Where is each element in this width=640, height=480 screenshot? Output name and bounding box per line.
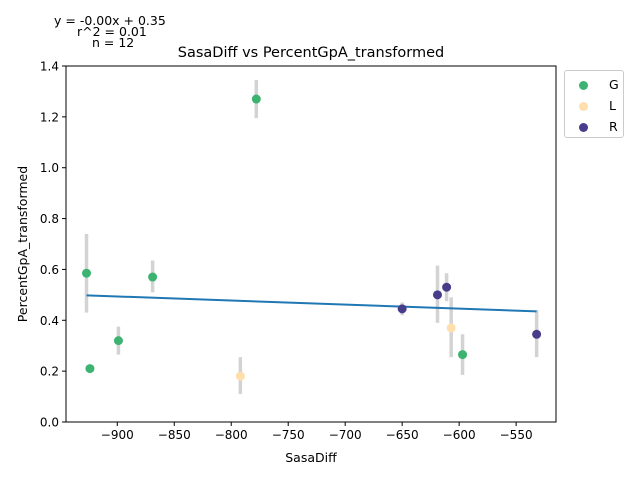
y-tick-label: 0.6 bbox=[40, 263, 59, 277]
x-tick-label: −550 bbox=[500, 428, 533, 442]
x-tick-label: −850 bbox=[158, 428, 191, 442]
data-point-g bbox=[82, 268, 92, 278]
data-point-l bbox=[235, 371, 245, 381]
regression-equation: y = -0.00x + 0.35 bbox=[54, 13, 166, 28]
legend-item-r: R bbox=[565, 117, 623, 137]
data-point-g bbox=[148, 272, 158, 282]
x-tick-label: −700 bbox=[329, 428, 362, 442]
legend-item-g: G bbox=[565, 75, 623, 95]
legend: G L R bbox=[564, 70, 624, 138]
y-tick-label: 0.8 bbox=[40, 212, 59, 226]
y-tick-label: 1.4 bbox=[40, 60, 59, 74]
legend-label-r: R bbox=[609, 119, 618, 134]
y-tick-label: 1.2 bbox=[40, 110, 59, 124]
x-tick-label: −800 bbox=[215, 428, 248, 442]
y-tick-label: 0.0 bbox=[40, 416, 59, 430]
y-tick-label: 0.2 bbox=[40, 365, 59, 379]
x-axis-label: SasaDiff bbox=[285, 450, 337, 465]
y-axis-ticks: 0.0 0.2 0.4 0.6 0.8 1.0 1.2 1.4 bbox=[40, 60, 66, 430]
legend-marker-g bbox=[579, 81, 588, 90]
data-point-r bbox=[532, 329, 542, 339]
chart-title: SasaDiff vs PercentGpA_transformed bbox=[178, 45, 444, 61]
y-tick-label: 0.4 bbox=[40, 314, 59, 328]
data-point-l bbox=[446, 323, 456, 333]
data-point-g bbox=[458, 350, 468, 360]
x-axis-ticks: −900 −850 −800 −750 −700 −650 −600 −550 bbox=[101, 422, 533, 442]
x-tick-label: −900 bbox=[101, 428, 134, 442]
y-tick-label: 1.0 bbox=[40, 161, 59, 175]
plot-area-frame bbox=[65, 65, 557, 423]
x-tick-label: −750 bbox=[272, 428, 305, 442]
legend-marker-r bbox=[579, 123, 588, 132]
data-point-r bbox=[432, 290, 442, 300]
legend-label-g: G bbox=[609, 77, 619, 92]
x-tick-label: −600 bbox=[443, 428, 476, 442]
y-axis-label: PercentGpA_transformed bbox=[15, 166, 30, 322]
data-point-g bbox=[251, 94, 261, 104]
data-point-g bbox=[113, 336, 123, 346]
r-squared-label: r^2 = 0.01 bbox=[77, 24, 147, 39]
legend-item-l: L bbox=[565, 96, 623, 116]
sample-count-label: n = 12 bbox=[92, 35, 135, 50]
x-tick-label: −650 bbox=[386, 428, 419, 442]
plot-marks bbox=[82, 79, 542, 395]
data-point-g bbox=[85, 364, 95, 374]
legend-marker-l bbox=[579, 102, 588, 111]
data-point-r bbox=[442, 282, 452, 292]
data-point-r bbox=[397, 304, 407, 314]
legend-label-l: L bbox=[609, 98, 616, 113]
regression-line bbox=[86, 294, 537, 313]
